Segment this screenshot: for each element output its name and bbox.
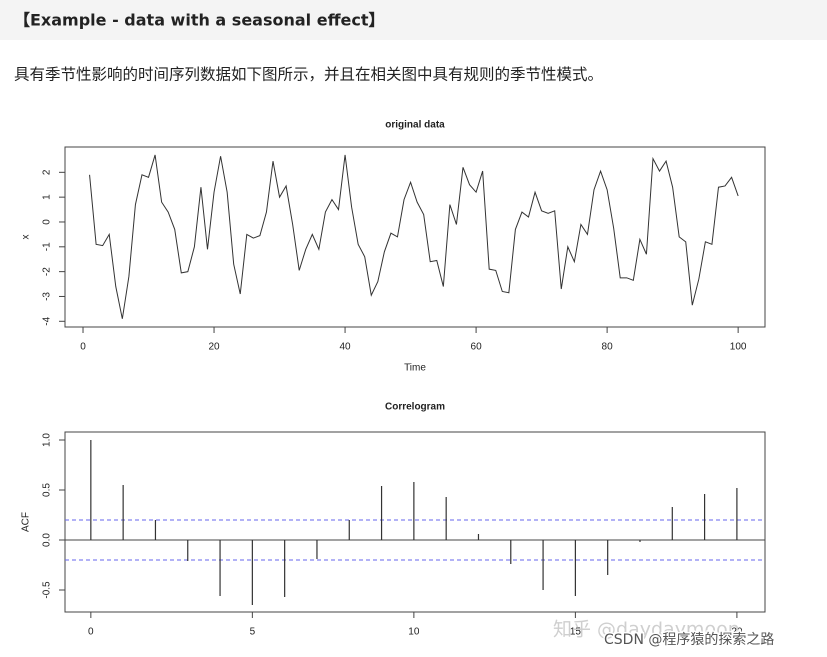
watermark: 知乎 @daydaymoon <box>553 619 740 641</box>
y-tick-label: -0.5 <box>42 581 53 599</box>
watermark: CSDN @程序猿的探索之路 <box>604 631 774 648</box>
y-tick-label: -1 <box>42 242 53 251</box>
plot-box <box>64 146 766 328</box>
x-tick-label: 100 <box>730 342 747 353</box>
x-axis-label: Time <box>404 363 426 374</box>
header-title: 【Example - data with a seasonal effect】 <box>14 11 385 30</box>
y-tick-label: -4 <box>42 316 53 325</box>
x-tick-label: 0 <box>88 627 94 638</box>
y-tick-label: 1 <box>42 194 53 200</box>
header-bar <box>0 0 827 40</box>
y-axis-label: x <box>21 235 32 240</box>
x-tick-label: 10 <box>408 627 420 638</box>
data-line <box>89 154 739 319</box>
plot-box <box>64 431 766 613</box>
y-tick-label: -3 <box>42 292 53 301</box>
y-tick-label: 0 <box>42 219 53 225</box>
x-tick-label: 20 <box>731 627 743 638</box>
x-tick-label: 40 <box>340 342 352 353</box>
y-tick-label: -2 <box>42 267 53 276</box>
chart-title: Correlogram <box>385 402 445 413</box>
x-tick-label: 15 <box>570 627 582 638</box>
y-axis-label: ACF <box>21 512 32 532</box>
y-tick-label: 2 <box>42 169 53 175</box>
x-tick-label: 5 <box>250 627 256 638</box>
chart-title: original data <box>385 120 445 131</box>
x-tick-label: 60 <box>471 342 483 353</box>
y-tick-label: 0.5 <box>42 483 53 497</box>
y-tick-label: 0.0 <box>42 533 53 547</box>
x-tick-label: 20 <box>208 342 220 353</box>
x-tick-label: 80 <box>602 342 614 353</box>
y-tick-label: 1.0 <box>42 433 53 447</box>
x-tick-label: 0 <box>80 342 86 353</box>
paragraph: 具有季节性影响的时间序列数据如下图所示，并且在相关图中具有规则的季节性模式。 <box>14 66 603 84</box>
